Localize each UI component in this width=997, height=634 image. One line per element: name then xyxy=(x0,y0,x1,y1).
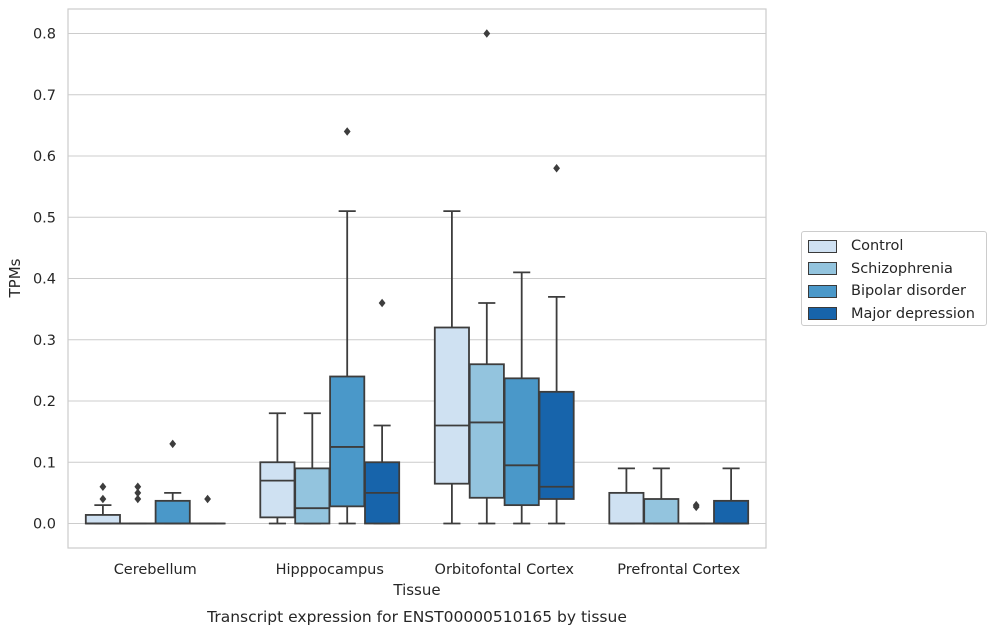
x-tick-labels: Cerebellum Hipppocampus Orbitofontal Corte… xyxy=(114,562,741,578)
outlier-point xyxy=(134,488,142,498)
y-tick-label: 0.5 xyxy=(33,210,56,226)
outlier-point xyxy=(99,494,107,504)
outlier-point xyxy=(483,29,491,38)
box-control xyxy=(608,467,645,525)
box-schizophrenia xyxy=(643,467,680,525)
legend-label: Bipolar disorder xyxy=(851,283,966,300)
outlier-point xyxy=(134,494,142,504)
outlier-point xyxy=(204,494,211,504)
box-schizophrenia xyxy=(468,29,505,525)
legend-item: Control xyxy=(808,235,986,258)
y-tick-label: 0.7 xyxy=(33,88,56,104)
outlier-point xyxy=(553,164,560,173)
legend-swatch xyxy=(808,239,837,253)
box-bipolar-disorder xyxy=(678,500,715,525)
box-body xyxy=(329,375,366,508)
legend-swatch xyxy=(808,284,837,298)
box-body xyxy=(468,363,505,499)
legend-label: Schizophrenia xyxy=(851,260,953,277)
outlier-point xyxy=(169,439,177,449)
box-body xyxy=(433,326,470,485)
legend-swatch xyxy=(808,262,837,276)
legend-item: Bipolar disorder xyxy=(808,280,986,303)
box-control xyxy=(84,482,121,525)
box-body xyxy=(84,514,121,525)
y-tick-label: 0.1 xyxy=(33,455,56,471)
legend: Control Schizophrenia Bipolar disorder Majo… xyxy=(801,231,987,326)
gridlines xyxy=(68,32,766,525)
box-body xyxy=(259,461,296,519)
box-control xyxy=(259,412,296,525)
outlier-point xyxy=(378,298,386,308)
box-major-depression xyxy=(189,494,226,525)
box-schizophrenia xyxy=(294,412,331,525)
legend-swatch xyxy=(808,307,837,321)
x-tick-label: Orbitofontal Cortex xyxy=(435,562,575,578)
legend-label: Control xyxy=(851,238,904,255)
box-bipolar-disorder xyxy=(329,127,366,525)
box-control xyxy=(433,210,470,525)
chart-title: Transcript expression for ENST0000051016… xyxy=(206,608,627,626)
outlier-point xyxy=(343,127,351,136)
x-tick-label: Cerebellum xyxy=(114,562,197,578)
plot-frame xyxy=(67,8,767,549)
outlier-point xyxy=(134,482,142,491)
box-bipolar-disorder xyxy=(503,271,540,525)
box-schizophrenia xyxy=(119,482,156,525)
x-tick-label: Prefrontal Cortex xyxy=(617,562,740,578)
x-tick-label: Hipppocampus xyxy=(276,562,384,578)
box-body xyxy=(294,467,331,525)
legend-item: Schizophrenia xyxy=(808,258,986,281)
box-body xyxy=(538,390,575,500)
box-body xyxy=(643,498,680,525)
x-axis-label: Tissue xyxy=(392,581,440,599)
outlier-point xyxy=(99,482,107,491)
y-tick-label: 0.6 xyxy=(33,149,56,165)
box-body xyxy=(154,499,191,525)
y-tick-label: 0.8 xyxy=(33,27,56,43)
box-bipolar-disorder xyxy=(154,439,191,525)
box-body xyxy=(713,499,750,525)
box-body xyxy=(503,377,540,507)
y-tick-label: 0.4 xyxy=(33,272,56,288)
box-groups xyxy=(84,29,750,525)
box-body xyxy=(608,491,645,525)
box-major-depression xyxy=(713,467,750,525)
legend-label: Major depression xyxy=(851,305,975,322)
y-axis-label: TPMs xyxy=(6,258,24,298)
y-tick-label: 0.3 xyxy=(33,333,56,349)
y-tick-label: 0.0 xyxy=(33,517,56,533)
outlier-point xyxy=(692,502,700,512)
y-tick-labels: 0.0 0.1 0.2 0.3 0.4 0.5 0.6 0.7 0.8 xyxy=(33,27,56,533)
box-major-depression xyxy=(538,164,575,525)
y-tick-label: 0.2 xyxy=(33,394,56,410)
box-major-depression xyxy=(364,298,401,525)
legend-item: Major depression xyxy=(808,303,986,326)
